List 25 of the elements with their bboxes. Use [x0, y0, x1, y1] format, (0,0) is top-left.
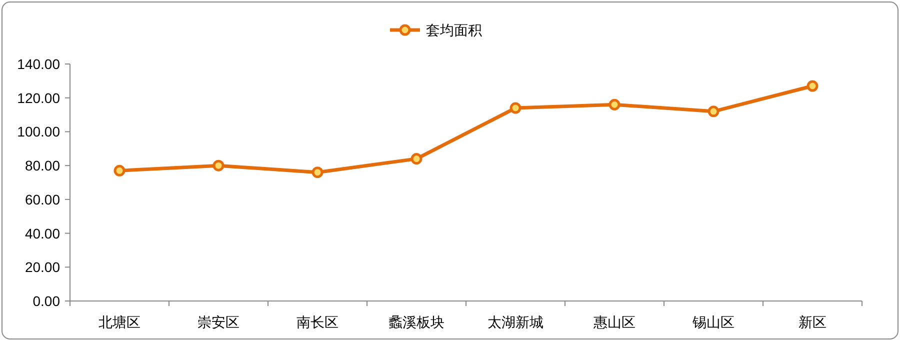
x-tick-label: 崇安区	[198, 314, 240, 330]
point	[806, 80, 818, 92]
point	[312, 166, 324, 178]
y-tick-label: 140.00	[17, 56, 60, 72]
y-tick-label: 60.00	[24, 191, 60, 208]
y-tick-label: 20.00	[24, 259, 60, 276]
y-tick-label: 120.00	[17, 90, 60, 106]
x-tick-label: 北塘区	[98, 314, 140, 330]
y-tick-label: 0.00	[32, 293, 60, 309]
x-tick-label: 惠山区	[592, 314, 636, 330]
point	[114, 164, 126, 176]
point	[212, 160, 224, 172]
point	[608, 98, 620, 110]
legend-label: 套均面积	[426, 22, 482, 38]
y-tick-label: 100.00	[17, 124, 60, 140]
point	[510, 102, 522, 114]
x-tick-label: 南长区	[296, 314, 338, 330]
point	[708, 106, 720, 118]
y-tick-label: 80.00	[24, 158, 60, 174]
x-tick-label: 蠡溪板块	[388, 314, 444, 330]
y-tick-label: 40.00	[24, 225, 60, 242]
point	[410, 153, 422, 165]
x-tick-label: 太湖新城	[488, 314, 544, 330]
x-tick-label: 新区	[798, 314, 826, 330]
x-tick-label: 锡山区	[692, 314, 734, 330]
